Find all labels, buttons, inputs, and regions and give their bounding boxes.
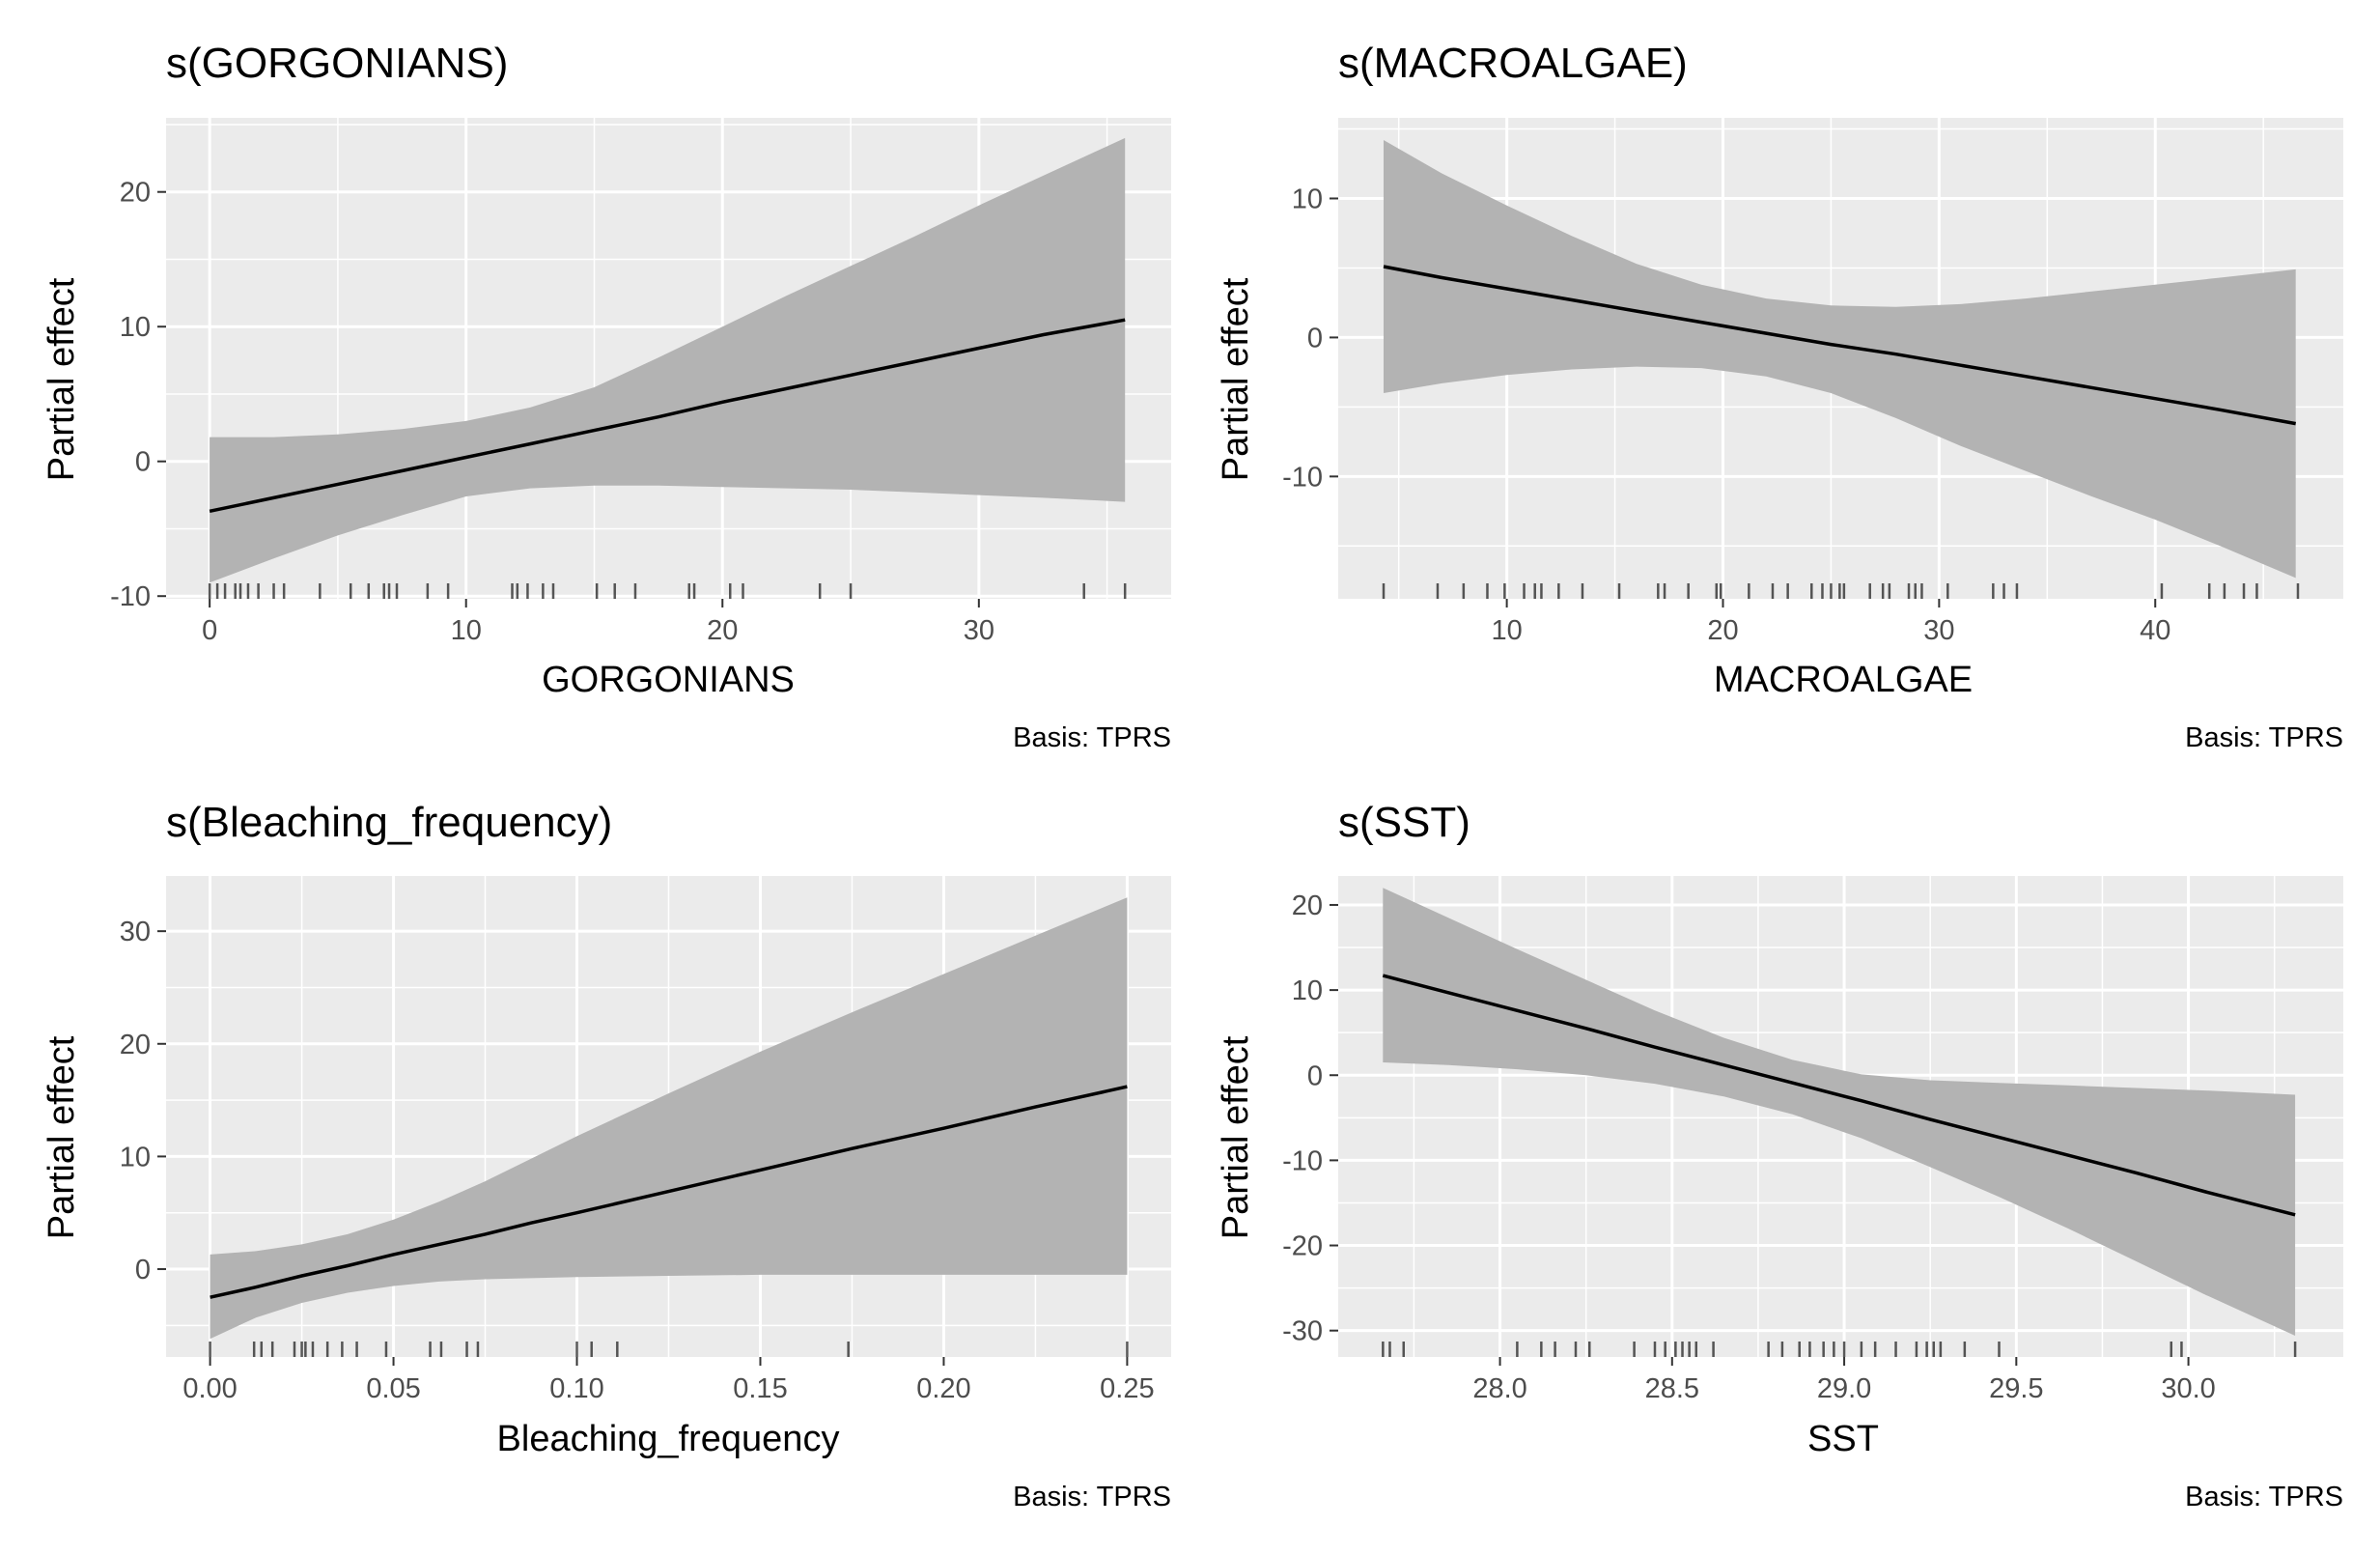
panel-title: s(Bleaching_frequency)	[166, 799, 612, 846]
caption: Basis: TPRS	[2185, 1482, 2343, 1512]
plot-area	[1338, 876, 2343, 1357]
x-tick-label: 28.0	[1472, 1373, 1526, 1404]
panel-3: s(Bleaching_frequency) Partial effect Bl…	[42, 799, 1171, 1512]
x-axis-title: MACROALGAE	[1714, 660, 1973, 700]
confidence-band	[210, 897, 1128, 1340]
y-tick-label: 30	[120, 917, 151, 947]
y-tick-label: 10	[1292, 184, 1323, 214]
y-tick-label: 20	[120, 178, 151, 209]
y-tick-label: -10	[110, 581, 151, 612]
y-tick-label: 0	[135, 1255, 151, 1286]
fitted-line	[210, 1085, 1128, 1299]
x-axis-title: GORGONIANS	[542, 660, 795, 700]
x-tick-label: 0.00	[182, 1373, 237, 1404]
rug	[1382, 1342, 2297, 1357]
x-tick-label: 20	[707, 615, 738, 646]
fitted-line	[1382, 974, 2296, 1217]
panel-1: s(GORGONIANS) Partial effect GORGONIANS …	[42, 40, 1171, 753]
panel-title: s(MACROALGAE)	[1338, 40, 1688, 87]
y-axis-title: Partial effect	[1216, 1035, 1256, 1239]
y-axis-title: Partial effect	[42, 1035, 82, 1239]
x-axis-title: SST	[1807, 1419, 1879, 1459]
plot-area	[166, 876, 1171, 1357]
x-tick-label: 40	[2140, 615, 2170, 646]
x-tick-label: 0.05	[366, 1373, 420, 1404]
y-tick-label: 20	[1292, 890, 1323, 921]
x-tick-label: 0.20	[916, 1373, 970, 1404]
fitted-line	[209, 318, 1126, 514]
y-tick-label: -10	[1282, 462, 1323, 493]
y-tick-label: 0	[135, 447, 151, 478]
panel-title: s(GORGONIANS)	[166, 40, 508, 87]
rug	[208, 583, 1127, 599]
fitted-line	[1383, 265, 2297, 426]
caption: Basis: TPRS	[1013, 1482, 1171, 1512]
y-tick-label: -30	[1282, 1316, 1323, 1347]
x-tick-label: 30	[1923, 615, 1954, 646]
y-tick-label: 20	[120, 1030, 151, 1060]
rug	[1382, 583, 2300, 599]
x-tick-label: 10	[1491, 615, 1522, 646]
x-tick-label: 30.0	[2161, 1373, 2215, 1404]
y-tick-label: 0	[1307, 323, 1323, 353]
panel-4: s(SST) Partial effect SST Basis: TPRS 28…	[1216, 799, 2343, 1512]
x-tick-label: 10	[451, 615, 482, 646]
y-tick-label: -20	[1282, 1231, 1323, 1262]
confidence-band	[1384, 140, 2296, 579]
panel-2: s(MACROALGAE) Partial effect MACROALGAE …	[1216, 40, 2343, 753]
y-tick-label: 10	[120, 1142, 151, 1173]
x-tick-label: 28.5	[1645, 1373, 1699, 1404]
y-axis-title: Partial effect	[1216, 277, 1256, 481]
y-tick-label: 0	[1307, 1060, 1323, 1091]
caption: Basis: TPRS	[1013, 722, 1171, 753]
x-tick-label: 29.5	[1989, 1373, 2043, 1404]
x-tick-label: 0	[202, 615, 217, 646]
confidence-band	[210, 137, 1126, 583]
x-tick-label: 0.10	[549, 1373, 603, 1404]
rug	[209, 1342, 1129, 1357]
y-tick-label: 10	[1292, 975, 1323, 1006]
x-tick-label: 30	[964, 615, 994, 646]
x-tick-label: 20	[1707, 615, 1738, 646]
x-tick-label: 0.15	[733, 1373, 787, 1404]
y-tick-label: 10	[120, 312, 151, 343]
caption: Basis: TPRS	[2185, 722, 2343, 753]
y-tick-label: -10	[1282, 1145, 1323, 1176]
plot-area	[166, 118, 1171, 599]
confidence-band	[1383, 888, 2296, 1336]
x-tick-label: 29.0	[1817, 1373, 1871, 1404]
panel-title: s(SST)	[1338, 799, 1470, 846]
plot-area	[1338, 118, 2343, 599]
x-tick-label: 0.25	[1100, 1373, 1154, 1404]
y-axis-title: Partial effect	[42, 277, 82, 481]
x-axis-title: Bleaching_frequency	[497, 1419, 840, 1459]
